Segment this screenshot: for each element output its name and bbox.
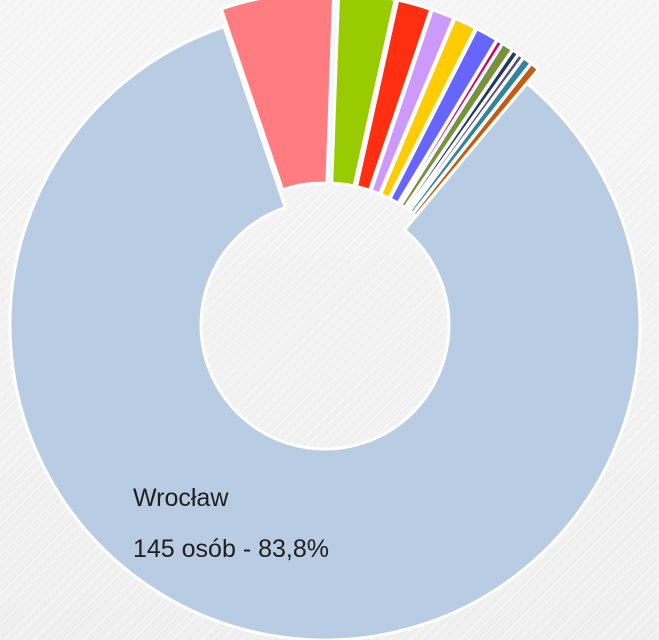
slice-group: [8, 0, 642, 640]
slice-label-wroclaw: Wrocław: [133, 484, 229, 512]
pie-slice-1: [219, 0, 336, 192]
pie-slice-3: [355, 0, 433, 192]
slice-value-label-wroclaw: 145 osób - 83,8%: [133, 535, 329, 563]
pie-slice-12: [411, 62, 540, 218]
pie-slice-0: [8, 25, 642, 640]
label-group: Wrocław 145 osób - 83,8%: [133, 484, 329, 563]
pie-slice-2: [330, 0, 397, 188]
